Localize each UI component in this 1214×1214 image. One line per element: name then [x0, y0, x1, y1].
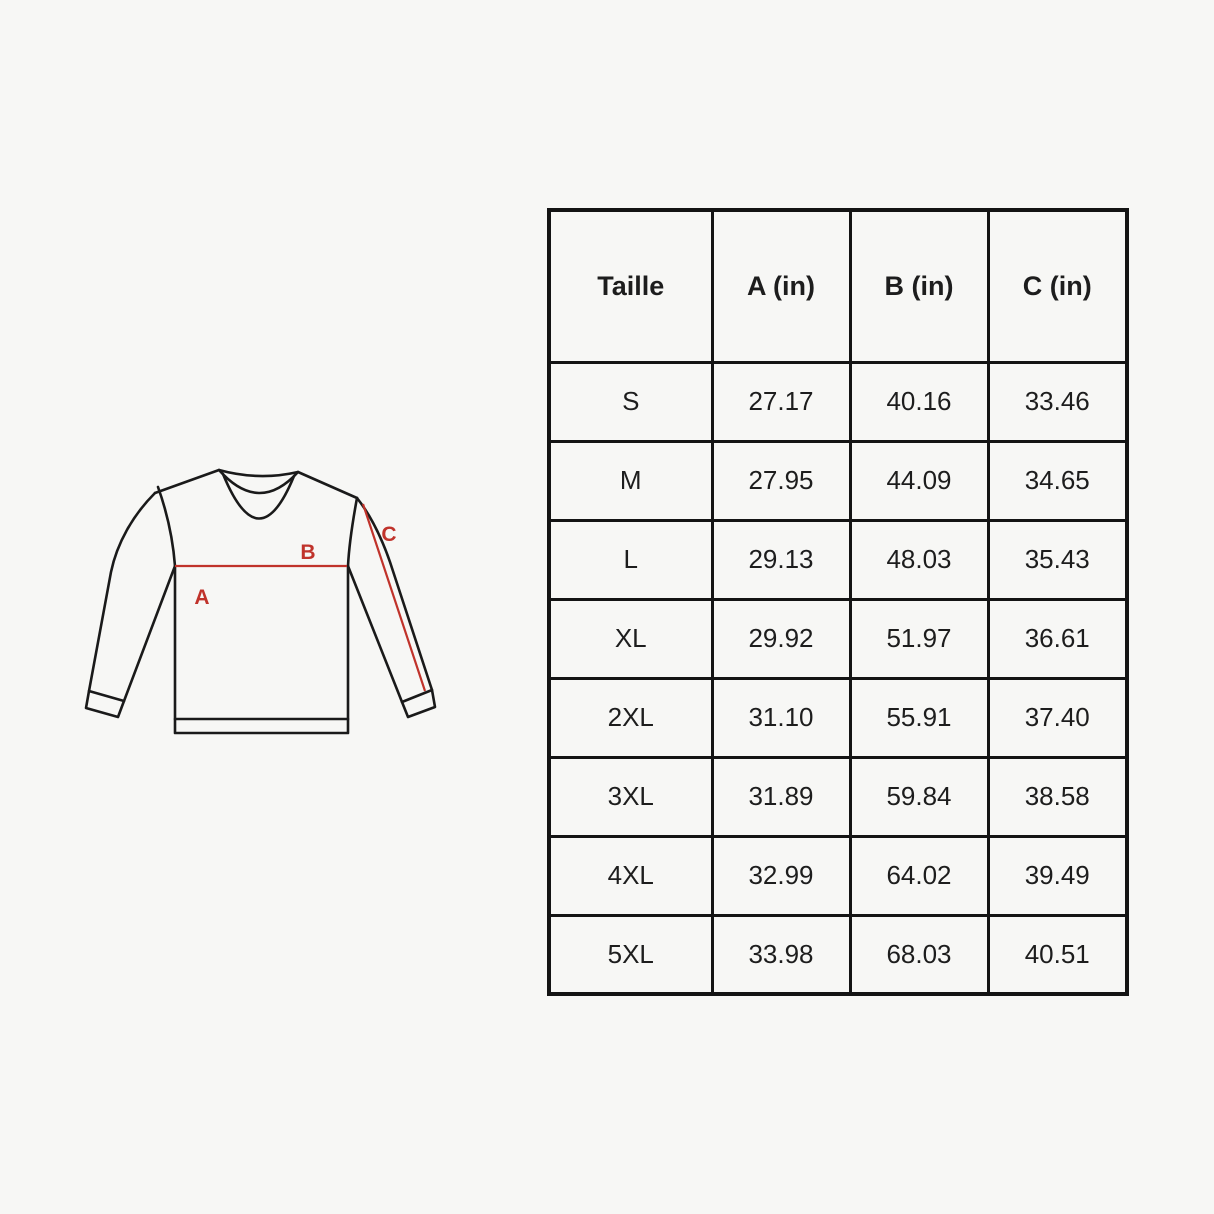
measurement-a-cell: 27.17 [710, 360, 852, 443]
measurement-b-cell: 64.02 [848, 834, 990, 917]
left-sleeve-outer-edge [87, 491, 157, 693]
measurement-marks: A B C [175, 503, 427, 692]
size-cell: S [547, 360, 714, 443]
sleeve-measurement-line-c [361, 503, 427, 692]
left-sleeve-inner-edge [122, 564, 177, 703]
measurement-a-cell: 27.95 [710, 439, 852, 522]
measurement-a-cell: 32.99 [710, 834, 852, 917]
measurement-a-cell: 31.10 [710, 676, 852, 759]
measurement-b-cell: 40.16 [848, 360, 990, 443]
size-cell: XL [547, 597, 714, 680]
measurement-label-a: A [194, 586, 209, 609]
right-cuff [400, 688, 437, 719]
left-cuff [84, 689, 126, 719]
size-cell: M [547, 439, 714, 522]
measurement-a-cell: 31.89 [710, 755, 852, 838]
measurement-a-cell: 29.92 [710, 597, 852, 680]
size-cell: 3XL [547, 755, 714, 838]
right-sleeve-inner-edge [346, 564, 404, 704]
header-row: Taille A (in) B (in) C (in) [547, 208, 1129, 364]
table-row-4xl: 4XL 32.99 64.02 39.49 [547, 834, 1129, 917]
measurement-c-cell: 36.61 [986, 597, 1129, 680]
table-row-2xl: 2XL 31.10 55.91 37.40 [547, 676, 1129, 759]
right-shoulder-seam [346, 496, 359, 568]
collar-outer-arc [217, 468, 300, 495]
column-header-taille: Taille [547, 208, 714, 364]
measurement-c-cell: 37.40 [986, 676, 1129, 759]
sweatshirt-outline [84, 468, 437, 735]
table-row-3xl: 3XL 31.89 59.84 38.58 [547, 755, 1129, 838]
size-chart-table: Taille A (in) B (in) C (in) S 27.17 40.1… [547, 208, 1129, 996]
measurement-b-cell: 44.09 [848, 439, 990, 522]
column-header-a: A (in) [710, 208, 852, 364]
table-row-l: L 29.13 48.03 35.43 [547, 518, 1129, 601]
measurement-b-cell: 48.03 [848, 518, 990, 601]
column-header-c: C (in) [986, 208, 1129, 364]
measurement-label-c: C [381, 523, 396, 546]
size-cell: L [547, 518, 714, 601]
measurement-b-cell: 51.97 [848, 597, 990, 680]
measurement-c-cell: 40.51 [986, 913, 1129, 996]
measurement-c-cell: 34.65 [986, 439, 1129, 522]
measurement-c-cell: 39.49 [986, 834, 1129, 917]
table-row-xl: XL 29.92 51.97 36.61 [547, 597, 1129, 680]
size-cell: 5XL [547, 913, 714, 996]
measurement-label-b: B [300, 541, 315, 564]
measurement-a-cell: 29.13 [710, 518, 852, 601]
measurement-b-cell: 59.84 [848, 755, 990, 838]
measurement-c-cell: 38.58 [986, 755, 1129, 838]
table-row-s: S 27.17 40.16 33.46 [547, 360, 1129, 443]
measurement-c-cell: 33.46 [986, 360, 1129, 443]
body-outline [173, 564, 350, 735]
collar-inner-arc [221, 472, 296, 520]
table-row-5xl: 5XL 33.98 68.03 40.51 [547, 913, 1129, 996]
table-row-m: M 27.95 44.09 34.65 [547, 439, 1129, 522]
size-cell: 4XL [547, 834, 714, 917]
measurement-a-cell: 33.98 [710, 913, 852, 996]
right-sleeve-outer-edge [355, 496, 434, 692]
measurement-b-cell: 68.03 [848, 913, 990, 996]
left-shoulder-seam [156, 485, 177, 568]
measurement-b-cell: 55.91 [848, 676, 990, 759]
column-header-b: B (in) [848, 208, 990, 364]
measurement-c-cell: 35.43 [986, 518, 1129, 601]
size-cell: 2XL [547, 676, 714, 759]
